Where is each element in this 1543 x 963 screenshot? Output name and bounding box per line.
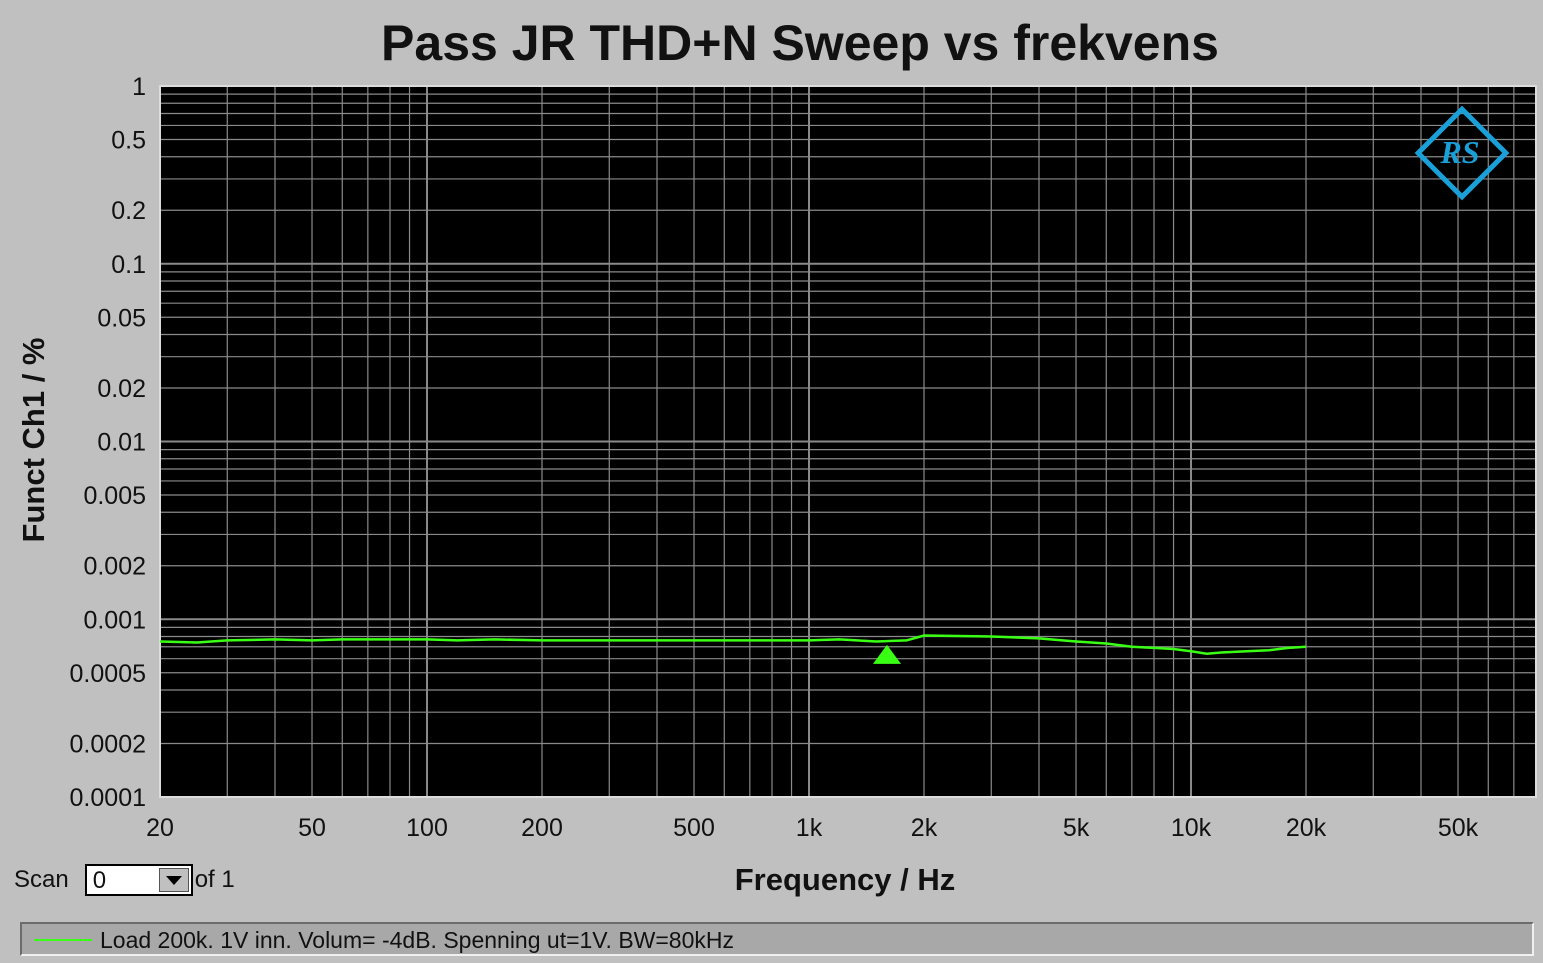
x-tick-label: 200 [521,814,563,842]
x-tick-label: 20k [1286,814,1327,842]
x-tick-label: 500 [673,814,715,842]
y-tick-label: 0.0001 [70,784,146,812]
y-tick-label: 0.0002 [70,730,146,758]
y-tick-label: 1 [132,73,146,101]
marker-layer [872,644,901,664]
scan-select[interactable]: 0 [84,864,193,896]
y-axis-ticks: 1 0.5 0.2 0.1 0.05 0.02 0.01 0.005 0.002 0.001 0.0… [70,73,146,812]
scan-control: Scan 0 of 1 [14,862,235,898]
legend: Load 200k. 1V inn. Volum= -4dB. Spenning… [20,922,1534,956]
x-tick-label: 50 [298,814,326,842]
x-tick-label: 2k [911,814,938,842]
scan-label: Scan [14,866,69,893]
y-tick-label: 0.01 [97,429,146,457]
y-tick-label: 0.0005 [70,660,146,688]
y-tick-label: 0.005 [83,482,146,510]
y-tick-label: 0.2 [111,197,146,225]
x-tick-label: 1k [796,814,823,842]
x-tick-label: 20 [146,814,174,842]
rohde-schwarz-logo: RS [1414,105,1510,201]
y-tick-label: 0.02 [97,375,146,403]
chevron-down-icon[interactable] [158,868,189,892]
y-tick-label: 0.05 [97,304,146,332]
plot-border [159,85,1537,798]
grid [159,85,1537,798]
y-tick-label: 0.001 [83,606,146,634]
x-tick-label: 5k [1063,814,1090,842]
svg-text:RS: RS [1439,134,1479,170]
legend-entry: Load 200k. 1V inn. Volum= -4dB. Spenning… [100,927,734,953]
x-tick-label: 50k [1438,814,1479,842]
legend-line-swatch [34,939,92,941]
y-tick-label: 0.5 [111,127,146,155]
x-tick-label: 10k [1171,814,1212,842]
y-axis-label: Funct Ch1 / % [16,338,51,543]
marker-triangle [872,644,901,664]
x-axis-label: Frequency / Hz [735,862,956,897]
x-axis-ticks: 20 50 100 200 500 1k 2k 5k 10k 20k 50k [146,814,1479,842]
x-tick-label: 100 [406,814,448,842]
thd-chart: 20 50 100 200 500 1k 2k 5k 10k 20k 50k 1 0.5 0.2 0.1 0… [16,73,1537,897]
chart-title: Pass JR THD+N Sweep vs frekvens [381,15,1219,71]
y-tick-label: 0.002 [83,553,146,581]
series-line [159,634,1307,655]
y-tick-label: 0.1 [111,251,146,279]
scan-select-value: 0 [92,867,107,894]
series-layer [159,634,1307,655]
scan-of-label: of 1 [194,866,235,893]
